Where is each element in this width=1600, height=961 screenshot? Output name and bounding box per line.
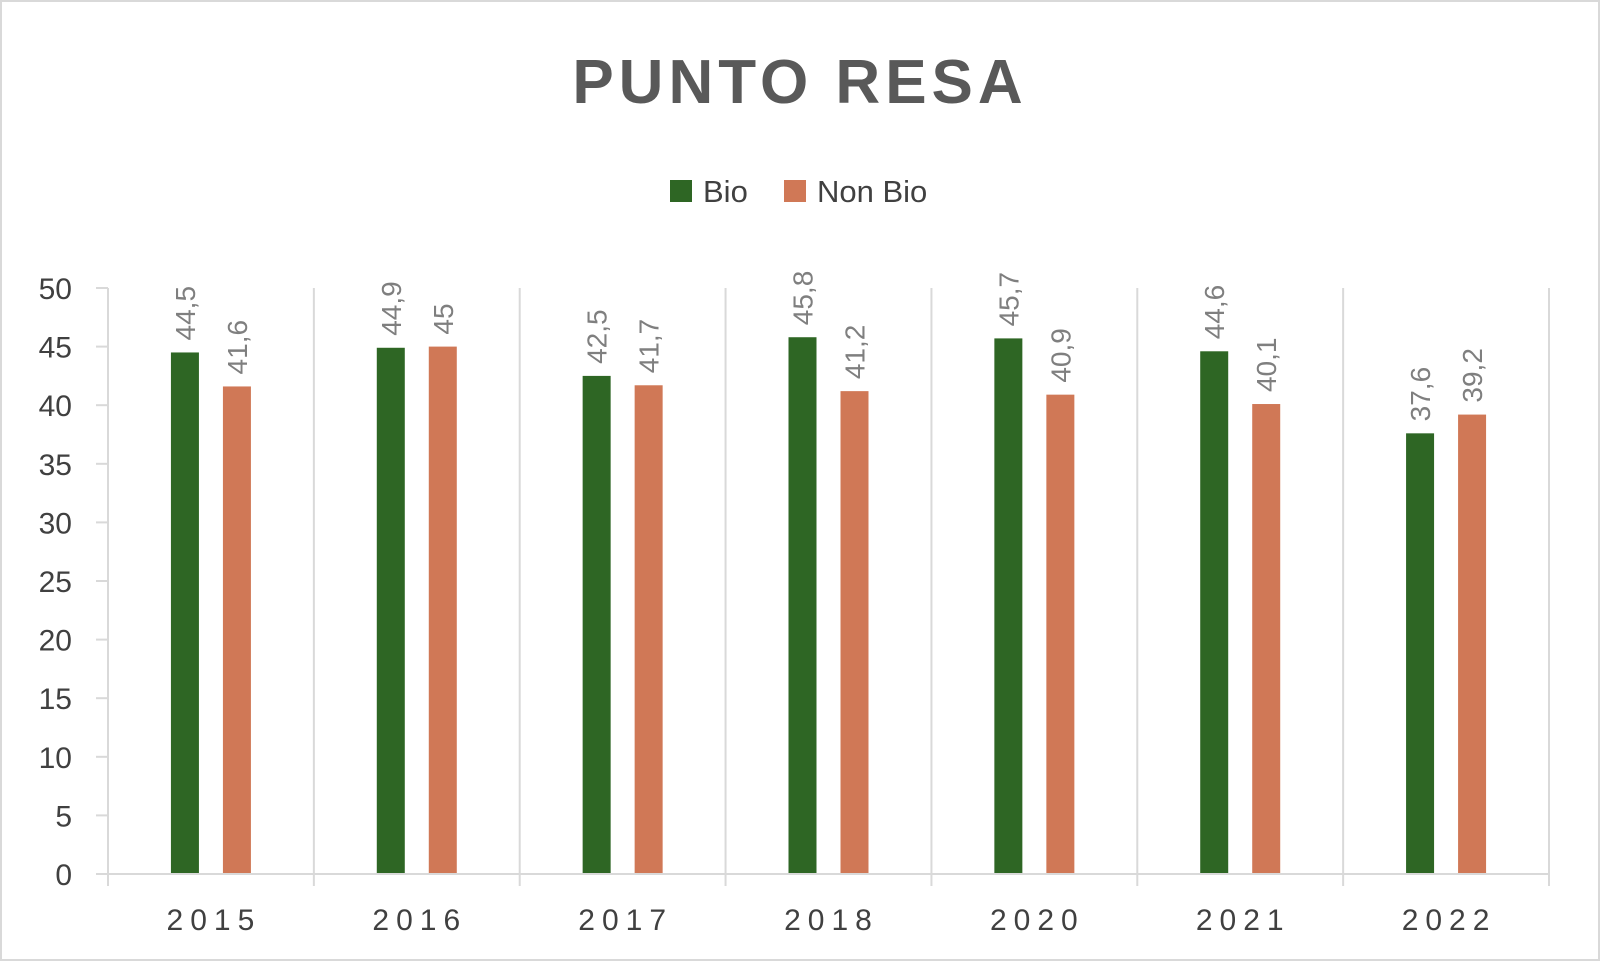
y-tick-label: 20 [39, 625, 72, 658]
x-tick-label: 2018 [784, 904, 879, 937]
x-tick-label: 2020 [990, 904, 1085, 937]
data-label: 41,2 [840, 325, 871, 380]
x-axis: 2015 2016 2017 2018 2020 2021 2022 [107, 873, 1550, 937]
data-label: 44,5 [170, 286, 201, 341]
data-label: 40,9 [1045, 328, 1076, 383]
y-tick-label: 25 [39, 566, 72, 599]
data-label: 39,2 [1457, 348, 1488, 403]
y-tick-label: 50 [39, 273, 72, 306]
y-tick-label: 10 [39, 742, 72, 775]
bars [170, 337, 1487, 875]
y-axis: 0 5 10 15 20 25 30 35 40 45 50 [39, 273, 108, 892]
x-tick-label: 2016 [372, 904, 467, 937]
data-label: 45,8 [788, 271, 819, 326]
bar-non-bio-2022 [1458, 414, 1487, 874]
bar-bio-2015 [170, 352, 199, 875]
data-label: 45 [428, 303, 459, 334]
legend-label-non-bio: Non Bio [817, 174, 927, 209]
bar-non-bio-2021 [1252, 404, 1281, 874]
y-tick-label: 40 [39, 390, 72, 423]
chart-title: PUNTO RESA [572, 48, 1027, 117]
bar-non-bio-2015 [222, 386, 251, 874]
bar-bio-2020 [994, 338, 1023, 874]
data-label: 37,6 [1405, 367, 1436, 422]
bar-non-bio-2016 [428, 346, 457, 875]
data-label: 40,1 [1251, 338, 1282, 393]
legend-label-bio: Bio [703, 174, 748, 209]
x-tick-label: 2015 [167, 904, 262, 937]
data-label: 41,7 [634, 319, 665, 374]
bar-bio-2016 [376, 347, 405, 875]
y-tick-label: 45 [39, 332, 72, 365]
data-label: 42,5 [582, 309, 613, 364]
bar-bio-2018 [788, 337, 817, 874]
x-tick-label: 2021 [1196, 904, 1291, 937]
x-tick-label: 2022 [1402, 904, 1497, 937]
bar-bio-2021 [1200, 351, 1229, 875]
y-tick-label: 5 [55, 800, 72, 833]
bar-bio-2022 [1406, 433, 1435, 874]
legend-swatch-bio [670, 180, 692, 202]
data-label: 44,9 [376, 281, 407, 336]
x-tick-label: 2017 [578, 904, 673, 937]
legend: Bio Non Bio [670, 174, 927, 209]
bar-non-bio-2018 [840, 391, 869, 874]
bar-bio-2017 [582, 375, 611, 874]
bar-non-bio-2020 [1046, 394, 1075, 874]
legend-swatch-non-bio [784, 180, 806, 202]
data-label: 41,6 [222, 320, 253, 375]
data-label: 45,7 [993, 272, 1024, 327]
data-label: 44,6 [1199, 285, 1230, 340]
y-tick-label: 30 [39, 507, 72, 540]
y-tick-label: 0 [55, 859, 72, 892]
y-tick-label: 35 [39, 449, 72, 482]
y-tick-label: 15 [39, 683, 72, 716]
data-labels: 44,5 44,9 42,5 45,8 45,7 44,6 37,6 41,6 45 41,7 41… [170, 271, 1488, 422]
bar-non-bio-2017 [634, 385, 663, 874]
grid-lines [107, 288, 1550, 874]
